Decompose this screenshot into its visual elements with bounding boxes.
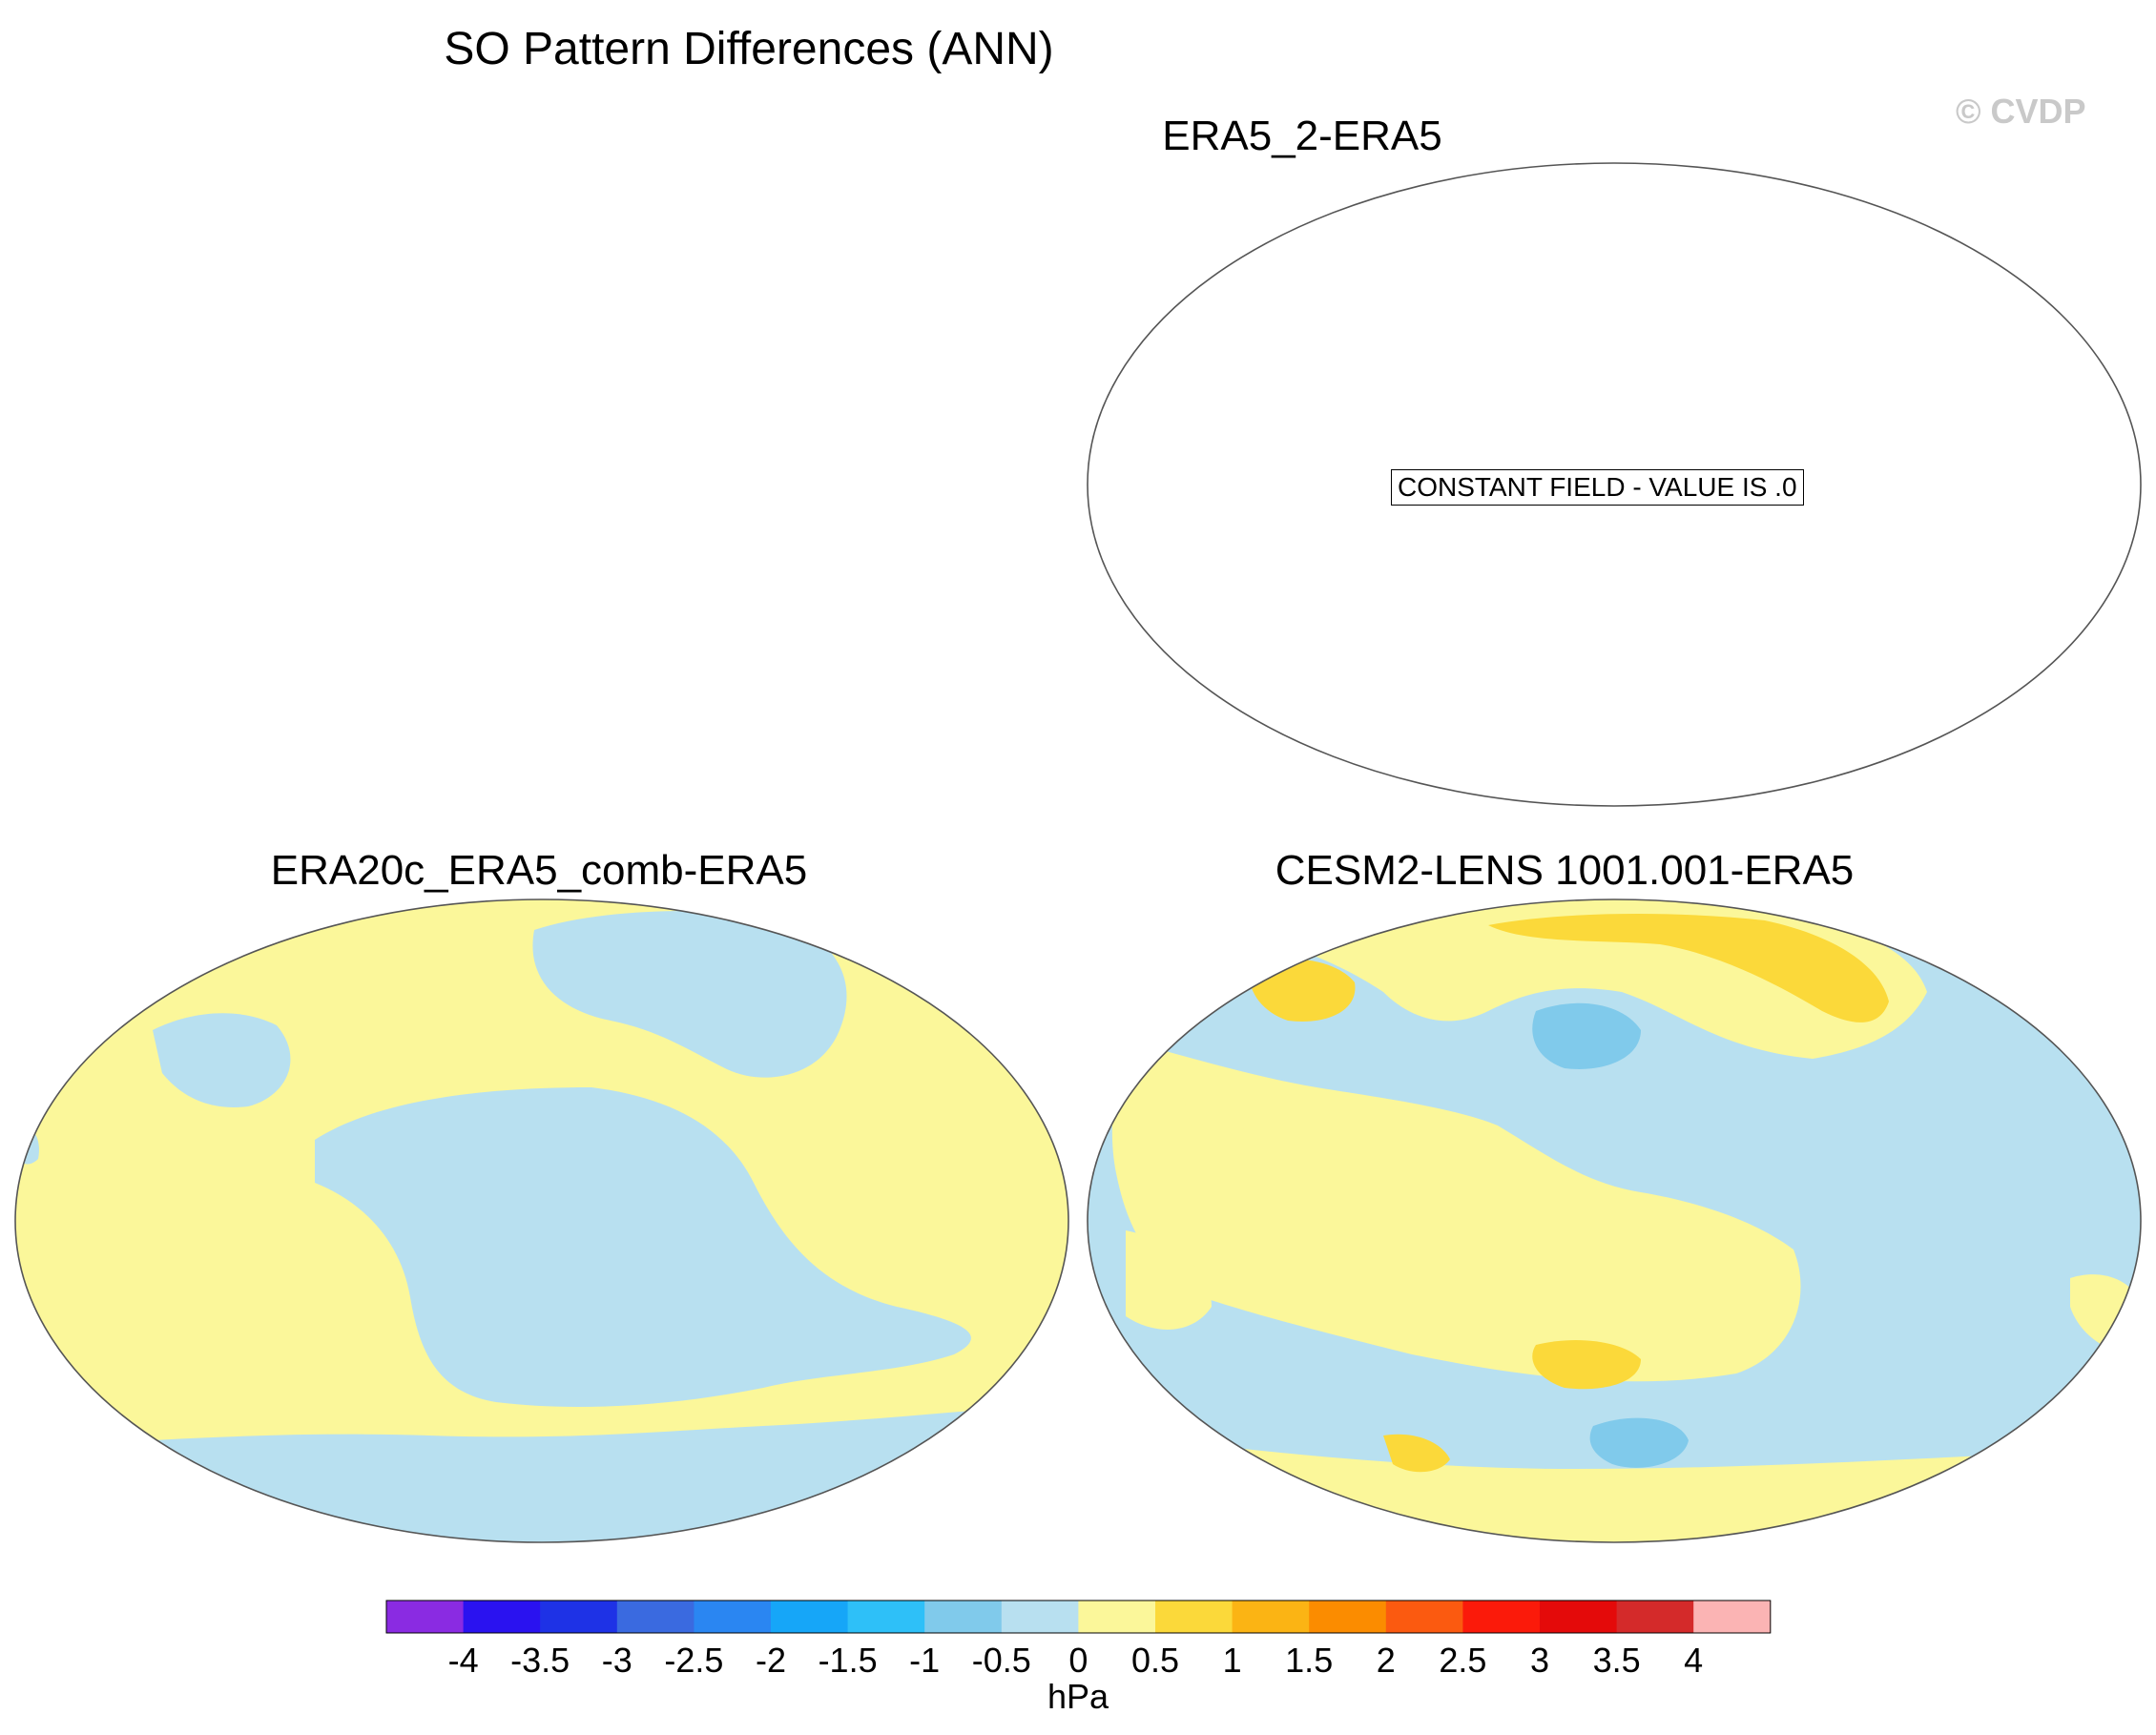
figure-title: SO Pattern Differences (ANN)	[444, 24, 1054, 74]
colorbar-tick-label: -3.5	[510, 1641, 570, 1680]
colorbar-tick-label: -2.5	[664, 1641, 724, 1680]
colorbar-tick-label: 0.5	[1130, 1641, 1180, 1680]
colorbar-swatch	[847, 1601, 925, 1633]
positive-region	[1126, 1230, 1212, 1330]
negative-region	[532, 911, 847, 1078]
positive-region	[1183, 1093, 1250, 1139]
map-era20c	[14, 898, 1069, 1543]
negative-region	[15, 1125, 39, 1165]
colorbar-tick-label: -0.5	[971, 1641, 1031, 1680]
panel-title-era5-2: ERA5_2-ERA5	[1162, 113, 1442, 159]
positive-mid-region	[1488, 914, 1889, 1022]
colorbar-tick-label: 2.5	[1439, 1641, 1487, 1680]
panel-title-era20c: ERA20c_ERA5_comb-ERA5	[270, 847, 808, 894]
colorbar-swatch	[1001, 1601, 1079, 1633]
colorbar-tick-label: 3.5	[1592, 1641, 1641, 1680]
colorbar-swatch	[694, 1601, 772, 1633]
colorbar-tick-label: 4	[1684, 1641, 1704, 1680]
negative-mid-region	[1589, 1417, 1689, 1468]
colorbar-tick-label: -4	[447, 1641, 479, 1680]
colorbar-swatch	[1693, 1601, 1772, 1633]
colorbar-swatch	[924, 1601, 1003, 1633]
colorbar-swatch	[1232, 1601, 1310, 1633]
colorbar-swatch	[1385, 1601, 1463, 1633]
colorbar-tick-label: -1.5	[818, 1641, 878, 1680]
colorbar-swatch	[1540, 1601, 1618, 1633]
colorbar-tick-label: -2	[755, 1641, 787, 1680]
colorbar-swatch	[1462, 1601, 1541, 1633]
colorbar-swatch	[1309, 1601, 1387, 1633]
colorbar-unit: hPa	[1047, 1677, 1109, 1716]
colorbar-swatch	[1078, 1601, 1156, 1633]
map-cesm2	[1087, 898, 2142, 1543]
panel-title-cesm2: CESM2-LENS 1001.001-ERA5	[1275, 847, 1855, 894]
positive-mid-region	[1532, 1340, 1641, 1390]
colorbar-tick-label: -1	[909, 1641, 941, 1680]
colorbar-swatch	[616, 1601, 694, 1633]
colorbar-tick-label: 1	[1222, 1641, 1242, 1680]
constant-field-note: CONSTANT FIELD - VALUE IS .0	[1391, 469, 1804, 506]
colorbar-labels: -4 -3.5 -3 -2.5 -2 -1.5 -1 -0.5 0 0.5 1 1.5 2 2.5 3 3.5…	[0, 1641, 2156, 1688]
colorbar-swatch	[463, 1601, 541, 1633]
colorbar	[385, 1600, 1772, 1634]
colorbar-tick-label: 3	[1529, 1641, 1550, 1680]
colorbar-swatch	[540, 1601, 618, 1633]
colorbar-tick-label: 0	[1068, 1641, 1088, 1680]
colorbar-swatch	[1155, 1601, 1233, 1633]
negative-region	[315, 1087, 971, 1407]
colorbar-tick-label: 1.5	[1285, 1641, 1334, 1680]
colorbar-tick-label: -3	[601, 1641, 632, 1680]
negative-mid-region	[1532, 1002, 1641, 1069]
colorbar-swatch	[1616, 1601, 1694, 1633]
positive-mid-region	[1383, 1434, 1450, 1473]
negative-region	[153, 1013, 291, 1107]
copyright-credit: © CVDP	[1956, 92, 2086, 131]
positive-region	[1111, 1040, 1801, 1382]
colorbar-swatch	[386, 1601, 465, 1633]
colorbar-swatch	[771, 1601, 849, 1633]
colorbar-tick-label: 2	[1376, 1641, 1396, 1680]
